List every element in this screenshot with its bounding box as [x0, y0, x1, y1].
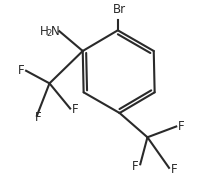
Text: F: F — [35, 111, 41, 124]
Text: N: N — [51, 25, 60, 38]
Text: F: F — [132, 160, 138, 173]
Text: H: H — [40, 25, 48, 38]
Text: F: F — [178, 120, 184, 133]
Text: 2: 2 — [47, 29, 52, 38]
Text: Br: Br — [113, 3, 126, 16]
Text: F: F — [171, 163, 178, 177]
Text: F: F — [18, 64, 25, 77]
Text: F: F — [72, 103, 78, 116]
